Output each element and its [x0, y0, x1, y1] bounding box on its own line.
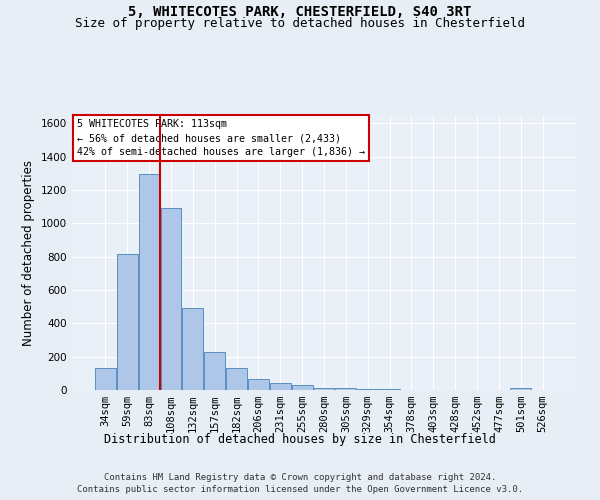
Bar — [335, 388, 356, 390]
Text: Size of property relative to detached houses in Chesterfield: Size of property relative to detached ho… — [75, 18, 525, 30]
Bar — [292, 386, 313, 390]
Bar — [139, 174, 160, 390]
Bar — [117, 254, 137, 390]
Bar — [379, 389, 400, 390]
Bar — [358, 388, 378, 390]
Bar — [511, 388, 531, 390]
Text: Contains HM Land Registry data © Crown copyright and database right 2024.: Contains HM Land Registry data © Crown c… — [104, 472, 496, 482]
Bar — [270, 384, 290, 390]
Bar — [204, 352, 225, 390]
Bar — [182, 308, 203, 390]
Bar — [314, 388, 334, 390]
Text: Distribution of detached houses by size in Chesterfield: Distribution of detached houses by size … — [104, 432, 496, 446]
Text: Contains public sector information licensed under the Open Government Licence v3: Contains public sector information licen… — [77, 485, 523, 494]
Text: 5 WHITECOTES PARK: 113sqm
← 56% of detached houses are smaller (2,433)
42% of se: 5 WHITECOTES PARK: 113sqm ← 56% of detac… — [77, 119, 365, 157]
Bar — [95, 368, 116, 390]
Bar — [161, 208, 181, 390]
Text: 5, WHITECOTES PARK, CHESTERFIELD, S40 3RT: 5, WHITECOTES PARK, CHESTERFIELD, S40 3R… — [128, 5, 472, 19]
Bar — [226, 368, 247, 390]
Y-axis label: Number of detached properties: Number of detached properties — [22, 160, 35, 346]
Bar — [248, 379, 269, 390]
